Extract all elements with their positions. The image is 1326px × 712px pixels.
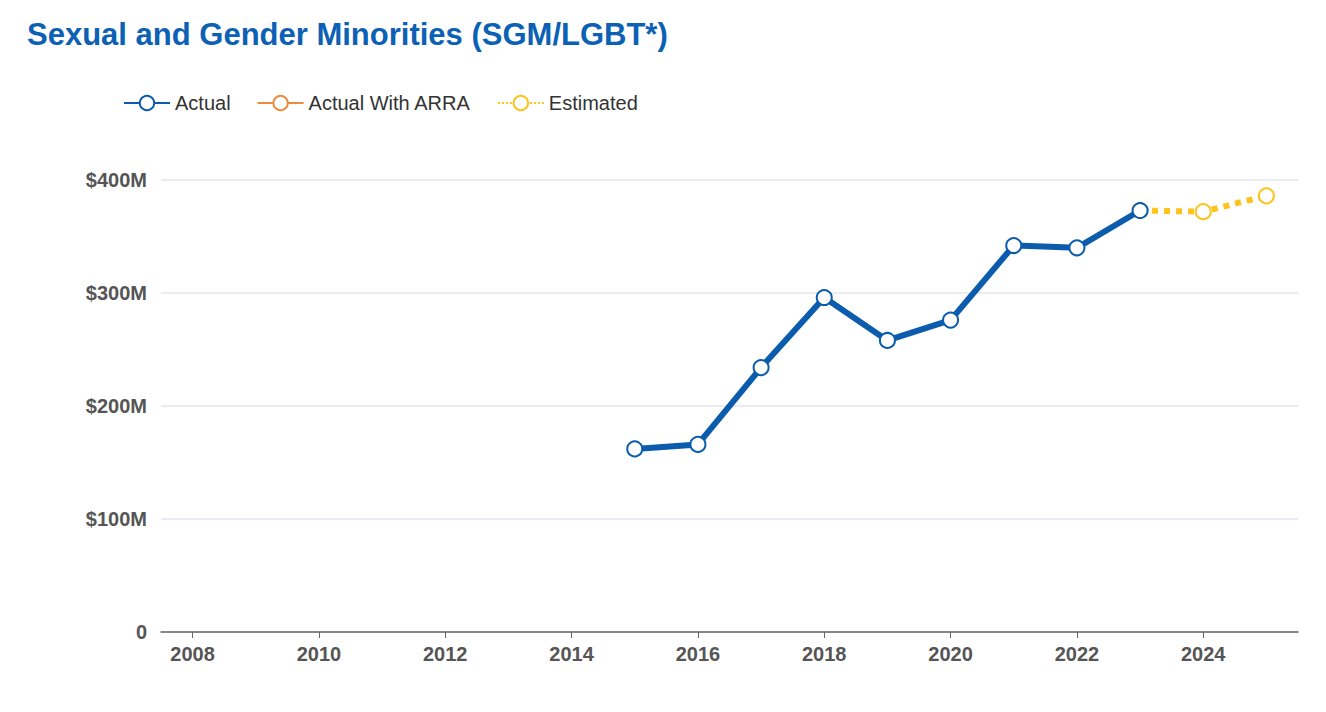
svg-text:Estimated: Estimated — [549, 92, 638, 114]
svg-text:$100M: $100M — [86, 508, 147, 530]
svg-text:$300M: $300M — [86, 282, 147, 304]
svg-text:0: 0 — [136, 621, 147, 643]
svg-text:2022: 2022 — [1055, 643, 1100, 665]
svg-text:2014: 2014 — [549, 643, 594, 665]
svg-text:2020: 2020 — [928, 643, 973, 665]
svg-text:2018: 2018 — [802, 643, 847, 665]
svg-text:2008: 2008 — [170, 643, 215, 665]
svg-text:2024: 2024 — [1181, 643, 1226, 665]
svg-text:Actual With ARRA: Actual With ARRA — [309, 92, 471, 114]
svg-text:2012: 2012 — [423, 643, 468, 665]
svg-text:2016: 2016 — [676, 643, 721, 665]
svg-text:2010: 2010 — [297, 643, 342, 665]
svg-text:$400M: $400M — [86, 169, 147, 191]
svg-text:$200M: $200M — [86, 395, 147, 417]
svg-text:Sexual and Gender Minorities (: Sexual and Gender Minorities (SGM/LGBT*) — [27, 17, 668, 52]
svg-text:Actual: Actual — [175, 92, 231, 114]
